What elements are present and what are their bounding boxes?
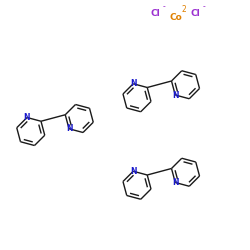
Text: N: N xyxy=(130,167,136,176)
Text: N: N xyxy=(172,178,178,187)
Text: 2: 2 xyxy=(182,5,186,14)
Text: N: N xyxy=(172,90,178,100)
Text: N: N xyxy=(66,124,72,133)
Text: Cl: Cl xyxy=(190,9,200,18)
Text: N: N xyxy=(130,79,136,88)
Text: -: - xyxy=(163,2,166,11)
Text: Co: Co xyxy=(170,13,182,22)
Text: N: N xyxy=(24,113,30,122)
Text: Cl: Cl xyxy=(150,9,160,18)
Text: -: - xyxy=(203,2,205,11)
